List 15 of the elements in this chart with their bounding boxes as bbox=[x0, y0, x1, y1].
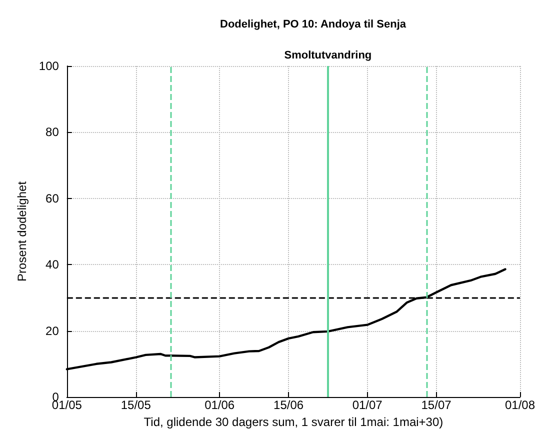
x-tick-label: 01/07 bbox=[352, 398, 383, 412]
x-tick-label: 01/06 bbox=[204, 398, 235, 412]
y-tick-label: 60 bbox=[46, 191, 60, 206]
x-tick-label: 15/05 bbox=[120, 398, 152, 412]
y-tick-label: 20 bbox=[46, 324, 60, 338]
y-tick-label: 80 bbox=[46, 125, 60, 140]
chart-title: Dodelighet, PO 10: Andoya til Senja bbox=[220, 18, 407, 30]
y-axis-title: Prosent dodelighet bbox=[15, 180, 29, 282]
x-tick-label: 01/08 bbox=[504, 398, 536, 412]
y-tick-label: 100 bbox=[38, 59, 60, 73]
x-tick-label: 15/06 bbox=[274, 398, 304, 412]
x-axis-title: Tid, glidende 30 dagers sum, 1 svarer til 1mai: 1mai+30) bbox=[144, 414, 444, 429]
ref-line-label: Smoltutvandring bbox=[284, 50, 372, 62]
x-tick-label: 15/07 bbox=[421, 398, 452, 412]
y-tick-label: 40 bbox=[46, 258, 60, 272]
